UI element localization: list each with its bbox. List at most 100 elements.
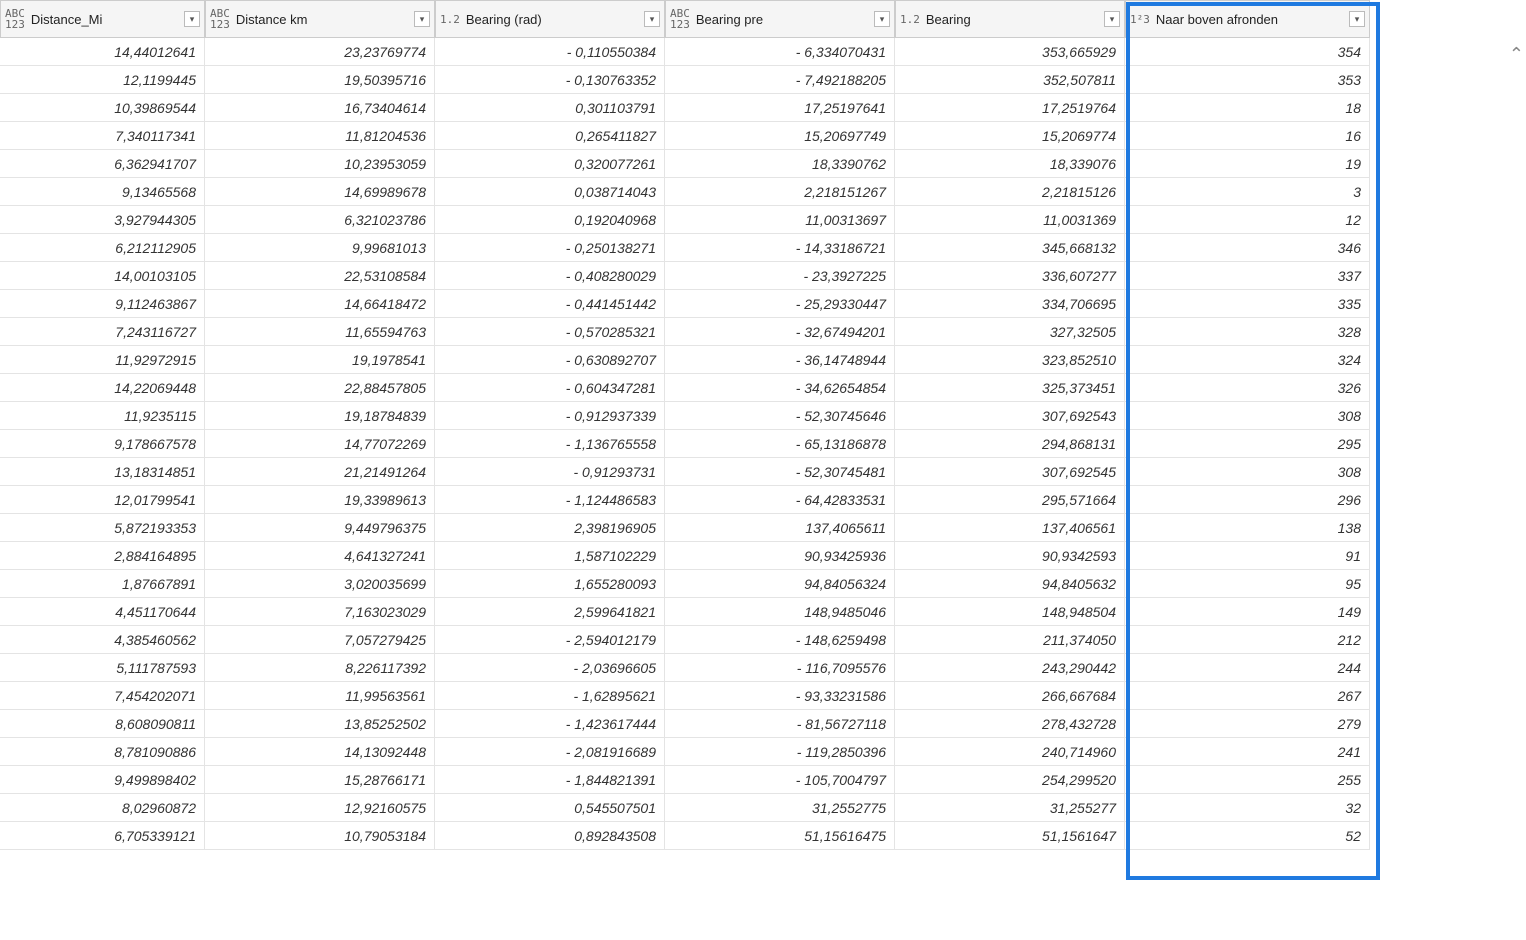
table-cell[interactable]: 6,212112905 xyxy=(0,234,205,262)
table-cell[interactable]: 148,948504 xyxy=(895,598,1125,626)
table-cell[interactable]: 0,301103791 xyxy=(435,94,665,122)
table-cell[interactable]: 255 xyxy=(1125,766,1370,794)
table-cell[interactable]: 9,178667578 xyxy=(0,430,205,458)
table-cell[interactable]: 13,18314851 xyxy=(0,458,205,486)
table-cell[interactable]: 21,21491264 xyxy=(205,458,435,486)
table-cell[interactable]: 137,4065611 xyxy=(665,514,895,542)
table-cell[interactable]: 7,340117341 xyxy=(0,122,205,150)
table-cell[interactable]: 6,321023786 xyxy=(205,206,435,234)
table-cell[interactable]: 326 xyxy=(1125,374,1370,402)
table-cell[interactable]: 17,25197641 xyxy=(665,94,895,122)
table-cell[interactable]: 7,243116727 xyxy=(0,318,205,346)
table-cell[interactable]: 94,8405632 xyxy=(895,570,1125,598)
table-cell[interactable]: - 7,492188205 xyxy=(665,66,895,94)
table-cell[interactable]: 22,53108584 xyxy=(205,262,435,290)
table-cell[interactable]: 14,00103105 xyxy=(0,262,205,290)
table-cell[interactable]: 14,69989678 xyxy=(205,178,435,206)
table-cell[interactable]: 94,84056324 xyxy=(665,570,895,598)
table-cell[interactable]: - 0,912937339 xyxy=(435,402,665,430)
filter-dropdown-icon[interactable]: ▾ xyxy=(184,11,200,27)
table-cell[interactable]: - 2,081916689 xyxy=(435,738,665,766)
table-cell[interactable]: - 0,408280029 xyxy=(435,262,665,290)
table-cell[interactable]: 19,33989613 xyxy=(205,486,435,514)
table-cell[interactable]: 11,00313697 xyxy=(665,206,895,234)
table-cell[interactable]: 91 xyxy=(1125,542,1370,570)
table-cell[interactable]: 295 xyxy=(1125,430,1370,458)
table-cell[interactable]: - 25,29330447 xyxy=(665,290,895,318)
table-cell[interactable]: 14,66418472 xyxy=(205,290,435,318)
table-cell[interactable]: - 2,594012179 xyxy=(435,626,665,654)
table-cell[interactable]: 148,9485046 xyxy=(665,598,895,626)
table-cell[interactable]: - 0,570285321 xyxy=(435,318,665,346)
table-cell[interactable]: - 148,6259498 xyxy=(665,626,895,654)
table-cell[interactable]: 0,545507501 xyxy=(435,794,665,822)
table-cell[interactable]: 9,13465568 xyxy=(0,178,205,206)
table-cell[interactable]: 294,868131 xyxy=(895,430,1125,458)
table-cell[interactable]: 3,020035699 xyxy=(205,570,435,598)
column-header[interactable]: ABC 123Bearing pre▾ xyxy=(665,0,895,38)
table-cell[interactable]: - 0,91293731 xyxy=(435,458,665,486)
table-cell[interactable]: 278,432728 xyxy=(895,710,1125,738)
table-cell[interactable]: 12,01799541 xyxy=(0,486,205,514)
table-cell[interactable]: 2,884164895 xyxy=(0,542,205,570)
table-cell[interactable]: 353 xyxy=(1125,66,1370,94)
table-cell[interactable]: 13,85252502 xyxy=(205,710,435,738)
table-cell[interactable]: 16 xyxy=(1125,122,1370,150)
filter-dropdown-icon[interactable]: ▾ xyxy=(644,11,660,27)
table-cell[interactable]: 0,265411827 xyxy=(435,122,665,150)
table-cell[interactable]: 334,706695 xyxy=(895,290,1125,318)
table-cell[interactable]: 31,255277 xyxy=(895,794,1125,822)
table-cell[interactable]: - 2,03696605 xyxy=(435,654,665,682)
table-cell[interactable]: 296 xyxy=(1125,486,1370,514)
table-cell[interactable]: 2,398196905 xyxy=(435,514,665,542)
table-cell[interactable]: 244 xyxy=(1125,654,1370,682)
table-cell[interactable]: - 64,42833531 xyxy=(665,486,895,514)
table-cell[interactable]: 8,781090886 xyxy=(0,738,205,766)
table-cell[interactable]: 354 xyxy=(1125,38,1370,66)
table-cell[interactable]: 3,927944305 xyxy=(0,206,205,234)
column-header[interactable]: 1.2Bearing (rad)▾ xyxy=(435,0,665,38)
table-cell[interactable]: 31,2552775 xyxy=(665,794,895,822)
table-cell[interactable]: 2,218151267 xyxy=(665,178,895,206)
table-cell[interactable]: - 14,33186721 xyxy=(665,234,895,262)
table-cell[interactable]: 308 xyxy=(1125,402,1370,430)
table-cell[interactable]: 1,87667891 xyxy=(0,570,205,598)
table-cell[interactable]: 5,111787593 xyxy=(0,654,205,682)
scroll-up-arrow[interactable]: ⌃ xyxy=(1509,44,1524,65)
table-cell[interactable]: 51,1561647 xyxy=(895,822,1125,850)
table-cell[interactable]: 90,9342593 xyxy=(895,542,1125,570)
table-cell[interactable]: 4,641327241 xyxy=(205,542,435,570)
table-cell[interactable]: 11,99563561 xyxy=(205,682,435,710)
table-cell[interactable]: 243,290442 xyxy=(895,654,1125,682)
table-cell[interactable]: 9,499898402 xyxy=(0,766,205,794)
table-cell[interactable]: 0,192040968 xyxy=(435,206,665,234)
table-cell[interactable]: - 1,844821391 xyxy=(435,766,665,794)
column-header[interactable]: 1²3Naar boven afronden▾ xyxy=(1125,0,1370,38)
table-cell[interactable]: 2,21815126 xyxy=(895,178,1125,206)
column-header[interactable]: 1.2Bearing▾ xyxy=(895,0,1125,38)
table-cell[interactable]: 15,2069774 xyxy=(895,122,1125,150)
filter-dropdown-icon[interactable]: ▾ xyxy=(874,11,890,27)
table-cell[interactable]: 9,112463867 xyxy=(0,290,205,318)
table-cell[interactable]: 12,92160575 xyxy=(205,794,435,822)
table-cell[interactable]: 14,44012641 xyxy=(0,38,205,66)
table-cell[interactable]: 137,406561 xyxy=(895,514,1125,542)
table-cell[interactable]: 8,608090811 xyxy=(0,710,205,738)
table-cell[interactable]: 307,692543 xyxy=(895,402,1125,430)
table-cell[interactable]: 15,28766171 xyxy=(205,766,435,794)
table-cell[interactable]: 9,449796375 xyxy=(205,514,435,542)
table-cell[interactable]: 11,0031369 xyxy=(895,206,1125,234)
table-cell[interactable]: - 93,33231586 xyxy=(665,682,895,710)
table-cell[interactable]: 1,587102229 xyxy=(435,542,665,570)
table-cell[interactable]: 336,607277 xyxy=(895,262,1125,290)
table-cell[interactable]: 0,320077261 xyxy=(435,150,665,178)
table-cell[interactable]: 325,373451 xyxy=(895,374,1125,402)
table-cell[interactable]: 149 xyxy=(1125,598,1370,626)
filter-dropdown-icon[interactable]: ▾ xyxy=(1349,11,1365,27)
table-cell[interactable]: 9,99681013 xyxy=(205,234,435,262)
table-cell[interactable]: 254,299520 xyxy=(895,766,1125,794)
table-cell[interactable]: 10,39869544 xyxy=(0,94,205,122)
table-cell[interactable]: 0,038714043 xyxy=(435,178,665,206)
table-cell[interactable]: 11,65594763 xyxy=(205,318,435,346)
table-cell[interactable]: 51,15616475 xyxy=(665,822,895,850)
